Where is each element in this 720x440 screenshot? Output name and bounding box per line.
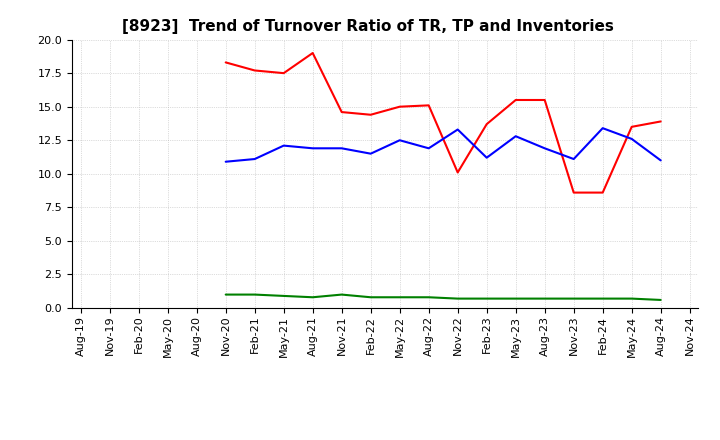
Trade Receivables bbox=[598, 190, 607, 195]
Inventories bbox=[598, 296, 607, 301]
Trade Payables bbox=[395, 138, 404, 143]
Trade Receivables bbox=[366, 112, 375, 117]
Trade Receivables bbox=[454, 170, 462, 175]
Trade Receivables bbox=[657, 119, 665, 124]
Trade Payables bbox=[424, 146, 433, 151]
Inventories bbox=[482, 296, 491, 301]
Trade Receivables bbox=[308, 50, 317, 55]
Inventories bbox=[338, 292, 346, 297]
Trade Receivables bbox=[251, 68, 259, 73]
Trade Receivables bbox=[221, 60, 230, 65]
Inventories bbox=[511, 296, 520, 301]
Inventories bbox=[570, 296, 578, 301]
Trade Receivables bbox=[570, 190, 578, 195]
Inventories bbox=[395, 295, 404, 300]
Trade Payables bbox=[251, 156, 259, 161]
Line: Trade Payables: Trade Payables bbox=[225, 128, 661, 162]
Trade Payables bbox=[366, 151, 375, 156]
Trade Receivables bbox=[279, 70, 288, 76]
Line: Inventories: Inventories bbox=[225, 295, 661, 300]
Inventories bbox=[221, 292, 230, 297]
Inventories bbox=[251, 292, 259, 297]
Trade Receivables bbox=[511, 97, 520, 103]
Inventories bbox=[279, 293, 288, 299]
Trade Receivables bbox=[482, 121, 491, 127]
Text: [8923]  Trend of Turnover Ratio of TR, TP and Inventories: [8923] Trend of Turnover Ratio of TR, TP… bbox=[122, 19, 614, 34]
Trade Receivables bbox=[424, 103, 433, 108]
Trade Payables bbox=[541, 146, 549, 151]
Trade Receivables bbox=[627, 124, 636, 129]
Trade Payables bbox=[338, 146, 346, 151]
Inventories bbox=[627, 296, 636, 301]
Inventories bbox=[541, 296, 549, 301]
Inventories bbox=[657, 297, 665, 303]
Trade Payables bbox=[627, 136, 636, 142]
Trade Payables bbox=[511, 134, 520, 139]
Trade Payables bbox=[454, 127, 462, 132]
Inventories bbox=[366, 295, 375, 300]
Trade Payables bbox=[221, 159, 230, 165]
Inventories bbox=[308, 295, 317, 300]
Trade Payables bbox=[482, 155, 491, 160]
Trade Payables bbox=[657, 158, 665, 163]
Trade Receivables bbox=[338, 110, 346, 115]
Trade Receivables bbox=[395, 104, 404, 109]
Trade Payables bbox=[308, 146, 317, 151]
Line: Trade Receivables: Trade Receivables bbox=[225, 53, 661, 193]
Trade Payables bbox=[570, 156, 578, 161]
Trade Receivables bbox=[541, 97, 549, 103]
Inventories bbox=[454, 296, 462, 301]
Trade Payables bbox=[279, 143, 288, 148]
Inventories bbox=[424, 295, 433, 300]
Trade Payables bbox=[598, 125, 607, 131]
